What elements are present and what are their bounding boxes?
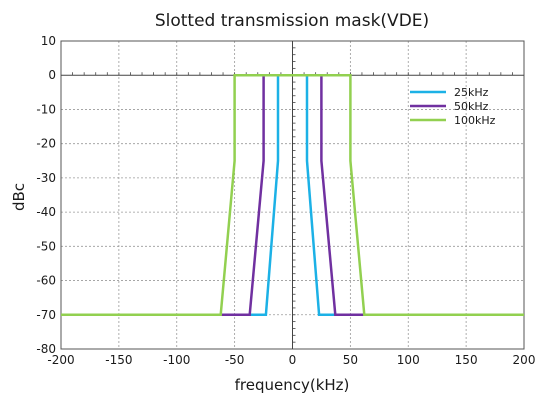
y-tick-label: -20 xyxy=(36,137,56,151)
y-tick-label: -10 xyxy=(36,102,56,116)
y-tick-label: -50 xyxy=(36,239,56,253)
x-tick-label: -50 xyxy=(225,353,245,367)
tick-labels: -200 -150 -100 -50 0 50 100 150 200100-10-20-30-… xyxy=(36,34,535,367)
x-tick-label: 150 xyxy=(455,353,478,367)
chart-title: Slotted transmission mask(VDE) xyxy=(155,11,429,31)
x-tick-label: -100 xyxy=(163,353,190,367)
x-axis-label: frequency(kHz) xyxy=(235,376,350,394)
legend-label: 25kHz xyxy=(454,86,489,99)
y-tick-label: -30 xyxy=(36,171,56,185)
legend-label: 50kHz xyxy=(454,100,489,113)
x-tick-label: 50 xyxy=(343,353,358,367)
x-tick-label: -150 xyxy=(105,353,132,367)
x-tick-label: 100 xyxy=(397,353,420,367)
y-tick-label: -70 xyxy=(36,308,56,322)
series-lines xyxy=(61,73,524,317)
x-tick-label: -200 xyxy=(47,353,74,367)
x-tick-label: 200 xyxy=(513,353,536,367)
y-tick-label: -40 xyxy=(36,205,56,219)
legend-label: 100kHz xyxy=(454,114,496,127)
y-tick-label: -60 xyxy=(36,274,56,288)
series-line-100kHz xyxy=(61,73,524,317)
x-tick-label: 0 xyxy=(289,353,297,367)
y-tick-label: 0 xyxy=(48,68,56,82)
y-tick-label: 10 xyxy=(41,34,56,48)
y-tick-label: -80 xyxy=(36,342,56,356)
y-axis-label: dBc xyxy=(10,183,28,211)
